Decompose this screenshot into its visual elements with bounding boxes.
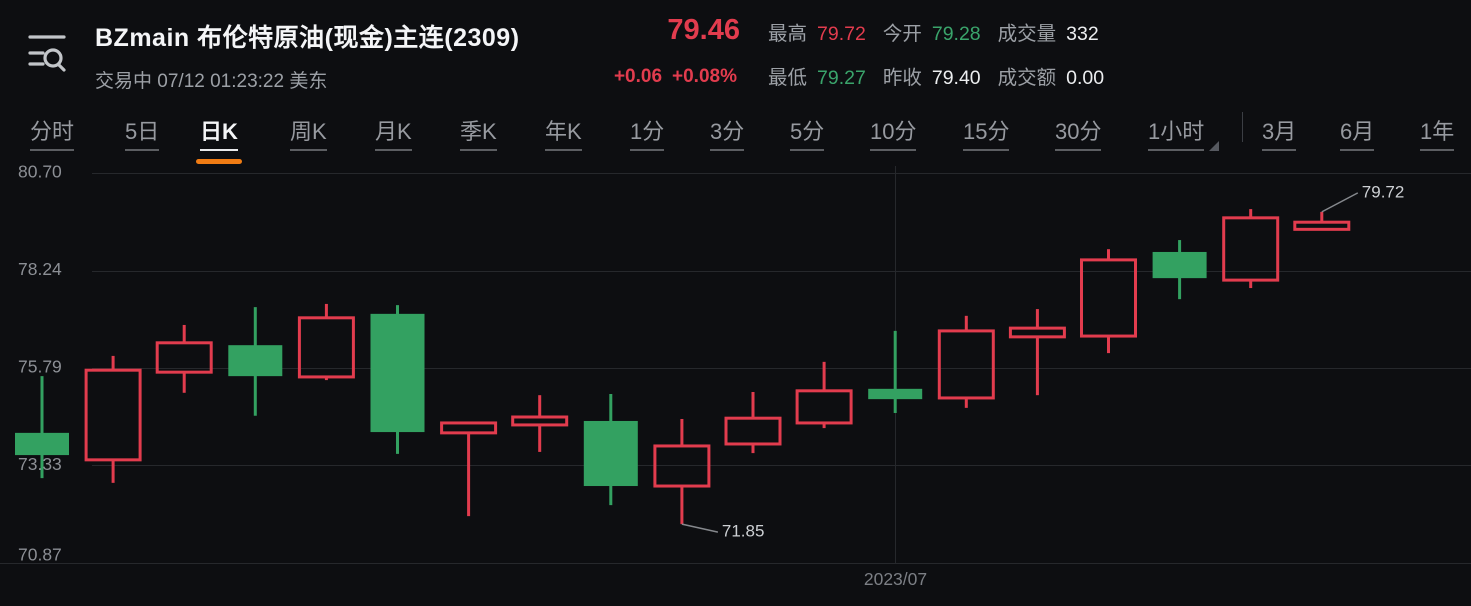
candle-12[interactable] bbox=[868, 388, 923, 400]
candle-5[interactable] bbox=[370, 313, 425, 433]
stat-label: 成交额 bbox=[997, 67, 1057, 89]
change-value: +0.06 bbox=[613, 66, 663, 87]
tab-label: 5日 bbox=[125, 114, 160, 151]
annotation-price-label: 71.85 bbox=[722, 522, 765, 541]
tab-label: 日K bbox=[200, 114, 238, 151]
tab-label: 月K bbox=[375, 114, 412, 151]
tab-label: 3分 bbox=[710, 114, 745, 151]
candle-15[interactable] bbox=[1080, 258, 1137, 338]
stat-value: 79.72 bbox=[817, 23, 866, 45]
candle-9[interactable] bbox=[653, 444, 711, 488]
tab-3分[interactable]: 3分 bbox=[710, 114, 745, 151]
candle-6[interactable] bbox=[440, 421, 498, 435]
tab-label: 3月 bbox=[1262, 114, 1297, 151]
tabbar-divider bbox=[1242, 112, 1243, 142]
tab-1分[interactable]: 1分 bbox=[630, 114, 665, 151]
tab-label: 季K bbox=[460, 114, 497, 151]
candle-1[interactable] bbox=[84, 368, 142, 462]
tab-label: 1年 bbox=[1420, 114, 1455, 151]
annotation-price-label: 79.72 bbox=[1362, 182, 1405, 201]
stat-label: 昨收 bbox=[882, 67, 922, 89]
tab-周K[interactable]: 周K bbox=[290, 114, 327, 151]
last-price: 79.46 bbox=[667, 14, 740, 46]
annotation-line bbox=[1321, 192, 1359, 213]
change-percent: +0.08% bbox=[672, 66, 737, 87]
quote-stats: 最高 79.72 最低 79.27 今开 79.28 昨收 79.40 成交量 332 成交额 0.0… bbox=[768, 21, 1104, 92]
tab-label: 1分 bbox=[630, 114, 665, 151]
candle-18[interactable] bbox=[1293, 220, 1351, 231]
candle-4[interactable] bbox=[297, 316, 355, 379]
stat-column: 最高 79.72 最低 79.27 bbox=[768, 21, 866, 92]
annotation-line bbox=[681, 523, 719, 533]
instrument-title: BZmain 布伦特原油(现金)主连(2309) bbox=[95, 24, 520, 52]
candle-13[interactable] bbox=[937, 329, 995, 400]
candle-7[interactable] bbox=[511, 415, 569, 427]
candle-17[interactable] bbox=[1222, 216, 1280, 282]
tab-1小时[interactable]: 1小时 bbox=[1148, 114, 1220, 151]
watchlist-search-icon[interactable] bbox=[28, 30, 68, 74]
stat-3: 最低 79.27 bbox=[768, 65, 866, 92]
tab-label: 年K bbox=[545, 114, 582, 151]
stat-5: 成交额 0.00 bbox=[998, 65, 1104, 92]
tab-3月[interactable]: 3月 bbox=[1262, 114, 1297, 151]
y-axis-label: 70.87 bbox=[18, 545, 62, 565]
candle-14[interactable] bbox=[1008, 326, 1066, 339]
stat-column: 成交量 332 成交额 0.00 bbox=[998, 21, 1104, 92]
tab-分时[interactable]: 分时 bbox=[30, 114, 75, 151]
tab-年K[interactable]: 年K bbox=[545, 114, 582, 151]
tab-label: 1小时 bbox=[1148, 114, 1205, 151]
stat-4: 昨收 79.40 bbox=[883, 65, 981, 92]
tab-5日[interactable]: 5日 bbox=[125, 114, 160, 151]
y-axis-label: 73.33 bbox=[18, 454, 62, 474]
tab-label: 周K bbox=[290, 114, 327, 151]
tab-label: 5分 bbox=[790, 114, 825, 151]
x-axis-label: 2023/07 bbox=[864, 569, 927, 589]
tab-10分[interactable]: 10分 bbox=[870, 114, 917, 151]
stat-label: 成交量 bbox=[997, 23, 1057, 45]
y-axis-label: 80.70 bbox=[18, 162, 62, 182]
price-change: +0.06 +0.08% bbox=[450, 66, 737, 88]
tab-季K[interactable]: 季K bbox=[460, 114, 497, 151]
tab-label: 30分 bbox=[1055, 114, 1102, 151]
candle-8[interactable] bbox=[583, 420, 638, 487]
y-axis-label: 75.79 bbox=[18, 356, 62, 376]
tab-label: 15分 bbox=[963, 114, 1010, 151]
y-axis-label: 78.24 bbox=[18, 259, 62, 279]
candle-3[interactable] bbox=[228, 345, 283, 377]
tab-1年[interactable]: 1年 bbox=[1420, 114, 1455, 151]
period-tabbar: 分时 5日 日K 周K 月K 季K 年K 1分 3分 5分 10分 15分 30分 1小时 3月 6月 1年 bbox=[0, 112, 1471, 164]
trading-status-line: 交易中 07/12 01:23:22 美东 bbox=[95, 71, 328, 92]
tab-30分[interactable]: 30分 bbox=[1055, 114, 1102, 151]
tab-5分[interactable]: 5分 bbox=[790, 114, 825, 151]
stat-value: 79.28 bbox=[931, 23, 981, 45]
stat-1: 今开 79.28 bbox=[883, 21, 981, 48]
tab-6月[interactable]: 6月 bbox=[1340, 114, 1375, 151]
stat-value: 332 bbox=[1066, 23, 1099, 45]
candle-2[interactable] bbox=[155, 341, 213, 374]
stat-value: 79.40 bbox=[931, 67, 981, 89]
candle-16[interactable] bbox=[1152, 251, 1207, 279]
tab-日K[interactable]: 日K bbox=[195, 114, 242, 164]
stat-0: 最高 79.72 bbox=[768, 21, 866, 48]
tab-label: 6月 bbox=[1340, 114, 1375, 151]
stat-label: 今开 bbox=[882, 23, 922, 45]
active-tab-indicator bbox=[195, 159, 242, 164]
stat-label: 最高 bbox=[768, 23, 808, 45]
candle-11[interactable] bbox=[795, 389, 853, 425]
candle-10[interactable] bbox=[724, 416, 782, 446]
tab-15分[interactable]: 15分 bbox=[963, 114, 1010, 151]
stat-value: 79.27 bbox=[817, 67, 866, 89]
tab-月K[interactable]: 月K bbox=[375, 114, 412, 151]
stat-value: 0.00 bbox=[1066, 67, 1105, 89]
stat-column: 今开 79.28 昨收 79.40 bbox=[883, 21, 981, 92]
tab-label: 10分 bbox=[870, 114, 917, 151]
candle-0[interactable] bbox=[15, 432, 69, 456]
stat-label: 最低 bbox=[768, 67, 808, 89]
stat-2: 成交量 332 bbox=[998, 21, 1104, 48]
dropdown-corner-icon bbox=[1209, 141, 1220, 151]
tab-label: 分时 bbox=[30, 114, 75, 151]
